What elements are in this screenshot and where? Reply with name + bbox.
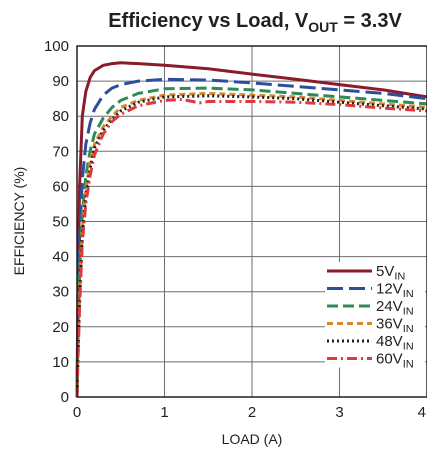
plot-frame — [76, 45, 427, 398]
x-axis-ticks: 0 1 2 3 4 — [73, 404, 426, 421]
x-axis-label: LOAD (A) — [222, 431, 283, 447]
legend-background — [325, 297, 425, 315]
chart-title: Efficiency vs Load, VOUT = 3.3V — [108, 10, 402, 35]
legend-background — [325, 332, 425, 350]
legend-label: 12VIN — [376, 281, 414, 301]
y-tick-label: 20 — [52, 319, 69, 336]
legend-background — [325, 349, 425, 368]
y-tick-label: 10 — [52, 354, 69, 371]
y-tick-label: 30 — [52, 284, 69, 301]
legend-label-subscript: IN — [403, 306, 414, 318]
y-axis-ticks: 0 10 20 30 40 50 60 70 80 90 100 — [44, 38, 69, 406]
chart-title-tail: = 3.3V — [338, 10, 403, 32]
y-tick-label: 80 — [52, 108, 69, 125]
y-tick-label: 0 — [61, 389, 69, 406]
y-tick-label: 90 — [52, 73, 69, 90]
legend-label: 48VIN — [376, 333, 414, 353]
x-tick-label: 3 — [335, 404, 343, 421]
y-axis-label: EFFICIENCY (%) — [11, 167, 27, 276]
legend-label-main: 48V — [376, 333, 403, 350]
legend-label-main: 36V — [376, 316, 403, 333]
series-line-5v — [75, 61, 427, 398]
x-tick-label: 4 — [418, 404, 426, 421]
legend-label-main: 60V — [376, 351, 403, 368]
y-tick-label: 100 — [44, 38, 69, 55]
legend-label: 24VIN — [376, 298, 414, 318]
legend-label-subscript: IN — [403, 289, 414, 301]
legend-background — [325, 279, 425, 298]
legend-background — [325, 262, 425, 280]
y-tick-label: 50 — [52, 214, 69, 231]
series-line-48v — [75, 94, 427, 398]
series-line-36v — [75, 91, 427, 398]
legend-label-main: 24V — [376, 298, 403, 315]
series-line-60v — [75, 97, 427, 398]
x-tick-label: 0 — [73, 404, 81, 421]
legend-label-main: 12V — [376, 281, 403, 298]
series-lines — [75, 61, 427, 398]
legend-label: 60VIN — [376, 351, 414, 371]
y-tick-label: 40 — [52, 249, 69, 266]
legend-label: 5VIN — [376, 263, 405, 283]
y-tick-label: 60 — [52, 178, 69, 195]
legend-background — [325, 314, 425, 333]
legend-label-subscript: IN — [403, 359, 414, 371]
series-line-12v — [75, 77, 427, 398]
legend-label-subscript: IN — [394, 271, 405, 283]
chart-title-main: Efficiency vs Load, V — [108, 10, 309, 32]
legend-label: 36VIN — [376, 316, 414, 336]
x-tick-label: 1 — [160, 404, 168, 421]
legend-label-main: 5V — [376, 263, 394, 280]
legend-label-subscript: IN — [403, 324, 414, 336]
x-tick-label: 2 — [248, 404, 256, 421]
y-tick-label: 70 — [52, 143, 69, 160]
chart-title-subscript: OUT — [308, 19, 338, 35]
legend-label-subscript: IN — [403, 341, 414, 353]
